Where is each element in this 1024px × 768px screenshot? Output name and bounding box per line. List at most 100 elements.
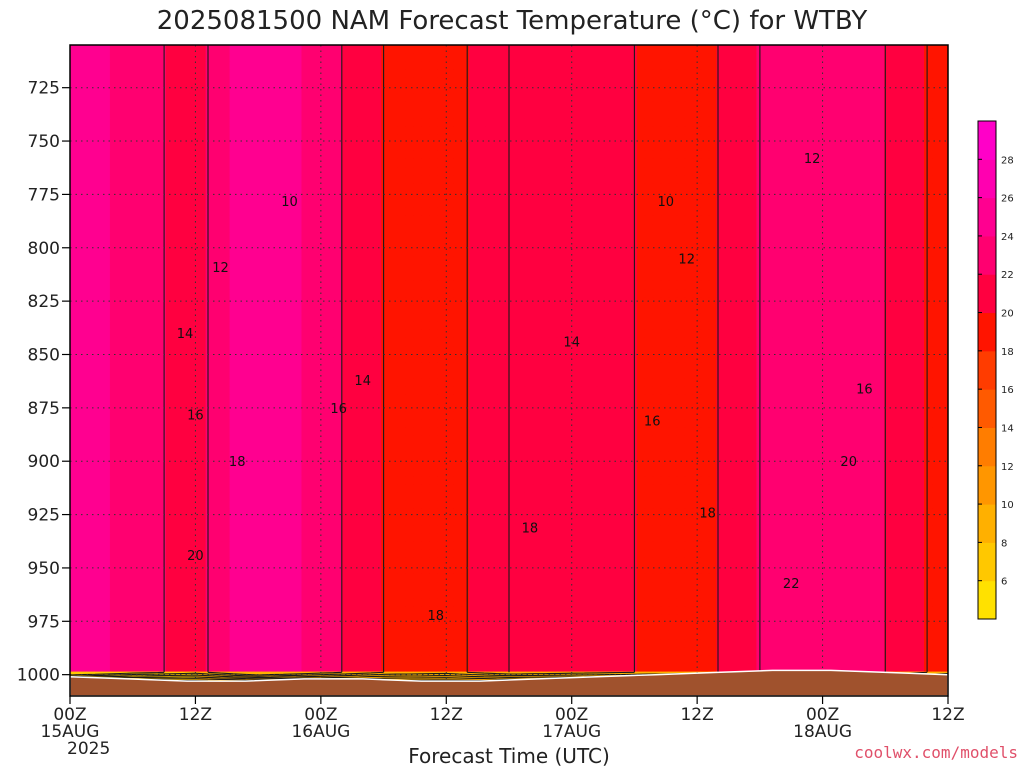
- temperature-cell: [548, 264, 558, 274]
- temperature-cell: [117, 45, 127, 54]
- temperature-cell: [413, 224, 422, 233]
- temperature-cell: [389, 394, 398, 404]
- temperature-cell: [485, 183, 494, 193]
- temperature-cell: [261, 370, 271, 380]
- temperature-cell: [756, 289, 766, 298]
- temperature-cell: [924, 207, 933, 217]
- temperature-cell: [772, 362, 781, 372]
- temperature-cell: [532, 337, 542, 347]
- temperature-cell: [469, 61, 478, 71]
- temperature-cell: [876, 45, 885, 54]
- temperature-cell: [101, 224, 111, 233]
- temperature-cell: [588, 101, 598, 111]
- temperature-cell: [780, 354, 789, 363]
- temperature-cell: [445, 329, 454, 339]
- temperature-cell: [445, 207, 454, 217]
- temperature-cell: [429, 118, 438, 127]
- temperature-cell: [325, 362, 334, 372]
- temperature-cell: [924, 321, 933, 331]
- temperature-cell: [381, 289, 390, 298]
- temperature-cell: [604, 248, 614, 258]
- temperature-cell: [580, 272, 590, 282]
- temperature-cell: [932, 403, 941, 412]
- temperature-cell: [820, 69, 829, 79]
- temperature-cell: [580, 69, 590, 79]
- temperature-cell: [237, 199, 247, 209]
- temperature-cell: [213, 215, 223, 225]
- temperature-cell: [509, 175, 518, 184]
- temperature-cell: [469, 370, 478, 380]
- temperature-cell: [884, 207, 893, 217]
- temperature-cell: [868, 354, 877, 363]
- temperature-cell: [540, 248, 550, 258]
- temperature-cell: [357, 232, 366, 241]
- temperature-cell: [405, 167, 414, 176]
- temperature-cell: [197, 280, 207, 290]
- temperature-cell: [788, 403, 797, 412]
- temperature-cell: [820, 354, 829, 363]
- temperature-cell: [564, 53, 574, 62]
- temperature-cell: [309, 85, 319, 95]
- temperature-cell: [469, 248, 478, 258]
- temperature-cell: [652, 158, 662, 168]
- temperature-cell: [381, 126, 390, 136]
- temperature-cell: [381, 337, 390, 347]
- temperature-cell: [844, 93, 853, 103]
- temperature-cell: [357, 280, 366, 290]
- temperature-cell: [820, 313, 829, 323]
- temperature-cell: [748, 272, 758, 282]
- temperature-cell: [580, 346, 590, 355]
- temperature-cell: [213, 175, 223, 184]
- temperature-cell: [485, 378, 494, 388]
- temperature-cell: [724, 362, 734, 372]
- temperature-cell: [269, 256, 279, 266]
- temperature-cell: [908, 280, 917, 290]
- temperature-cell: [628, 321, 638, 331]
- temperature-cell: [309, 346, 319, 355]
- temperature-cell: [756, 272, 766, 282]
- temperature-cell: [620, 264, 630, 274]
- temperature-cell: [485, 110, 494, 119]
- temperature-cell: [516, 134, 526, 144]
- temperature-cell: [125, 313, 135, 323]
- temperature-cell: [860, 150, 869, 160]
- temperature-cell: [716, 93, 726, 103]
- temperature-cell: [652, 232, 662, 241]
- temperature-cell: [397, 207, 406, 217]
- temperature-cell: [453, 93, 462, 103]
- temperature-cell: [293, 77, 303, 87]
- temperature-cell: [189, 224, 199, 233]
- temperature-cell: [860, 53, 869, 62]
- temperature-cell: [181, 370, 191, 380]
- temperature-cell: [732, 305, 742, 315]
- temperature-cell: [692, 61, 702, 71]
- temperature-cell: [389, 248, 398, 258]
- temperature-cell: [684, 248, 694, 258]
- temperature-cell: [309, 354, 319, 363]
- temperature-cell: [85, 126, 95, 136]
- temperature-cell: [221, 297, 231, 306]
- temperature-cell: [445, 134, 454, 144]
- temperature-cell: [540, 118, 550, 127]
- temperature-cell: [780, 53, 789, 62]
- temperature-cell: [269, 183, 279, 193]
- temperature-cell: [429, 370, 438, 380]
- temperature-cell: [125, 215, 135, 225]
- temperature-cell: [628, 199, 638, 209]
- temperature-cell: [716, 346, 726, 355]
- temperature-cell: [101, 85, 111, 95]
- temperature-cell: [149, 313, 159, 323]
- temperature-cell: [780, 85, 789, 95]
- temperature-cell: [700, 118, 710, 127]
- temperature-cell: [604, 264, 614, 274]
- temperature-cell: [812, 354, 821, 363]
- temperature-cell: [668, 110, 678, 119]
- temperature-cell: [564, 354, 574, 363]
- temperature-cell: [493, 93, 502, 103]
- temperature-cell: [716, 297, 726, 306]
- temperature-cell: [117, 101, 127, 111]
- temperature-cell: [125, 224, 135, 233]
- temperature-cell: [293, 118, 303, 127]
- temperature-cell: [277, 232, 287, 241]
- temperature-cell: [828, 61, 837, 71]
